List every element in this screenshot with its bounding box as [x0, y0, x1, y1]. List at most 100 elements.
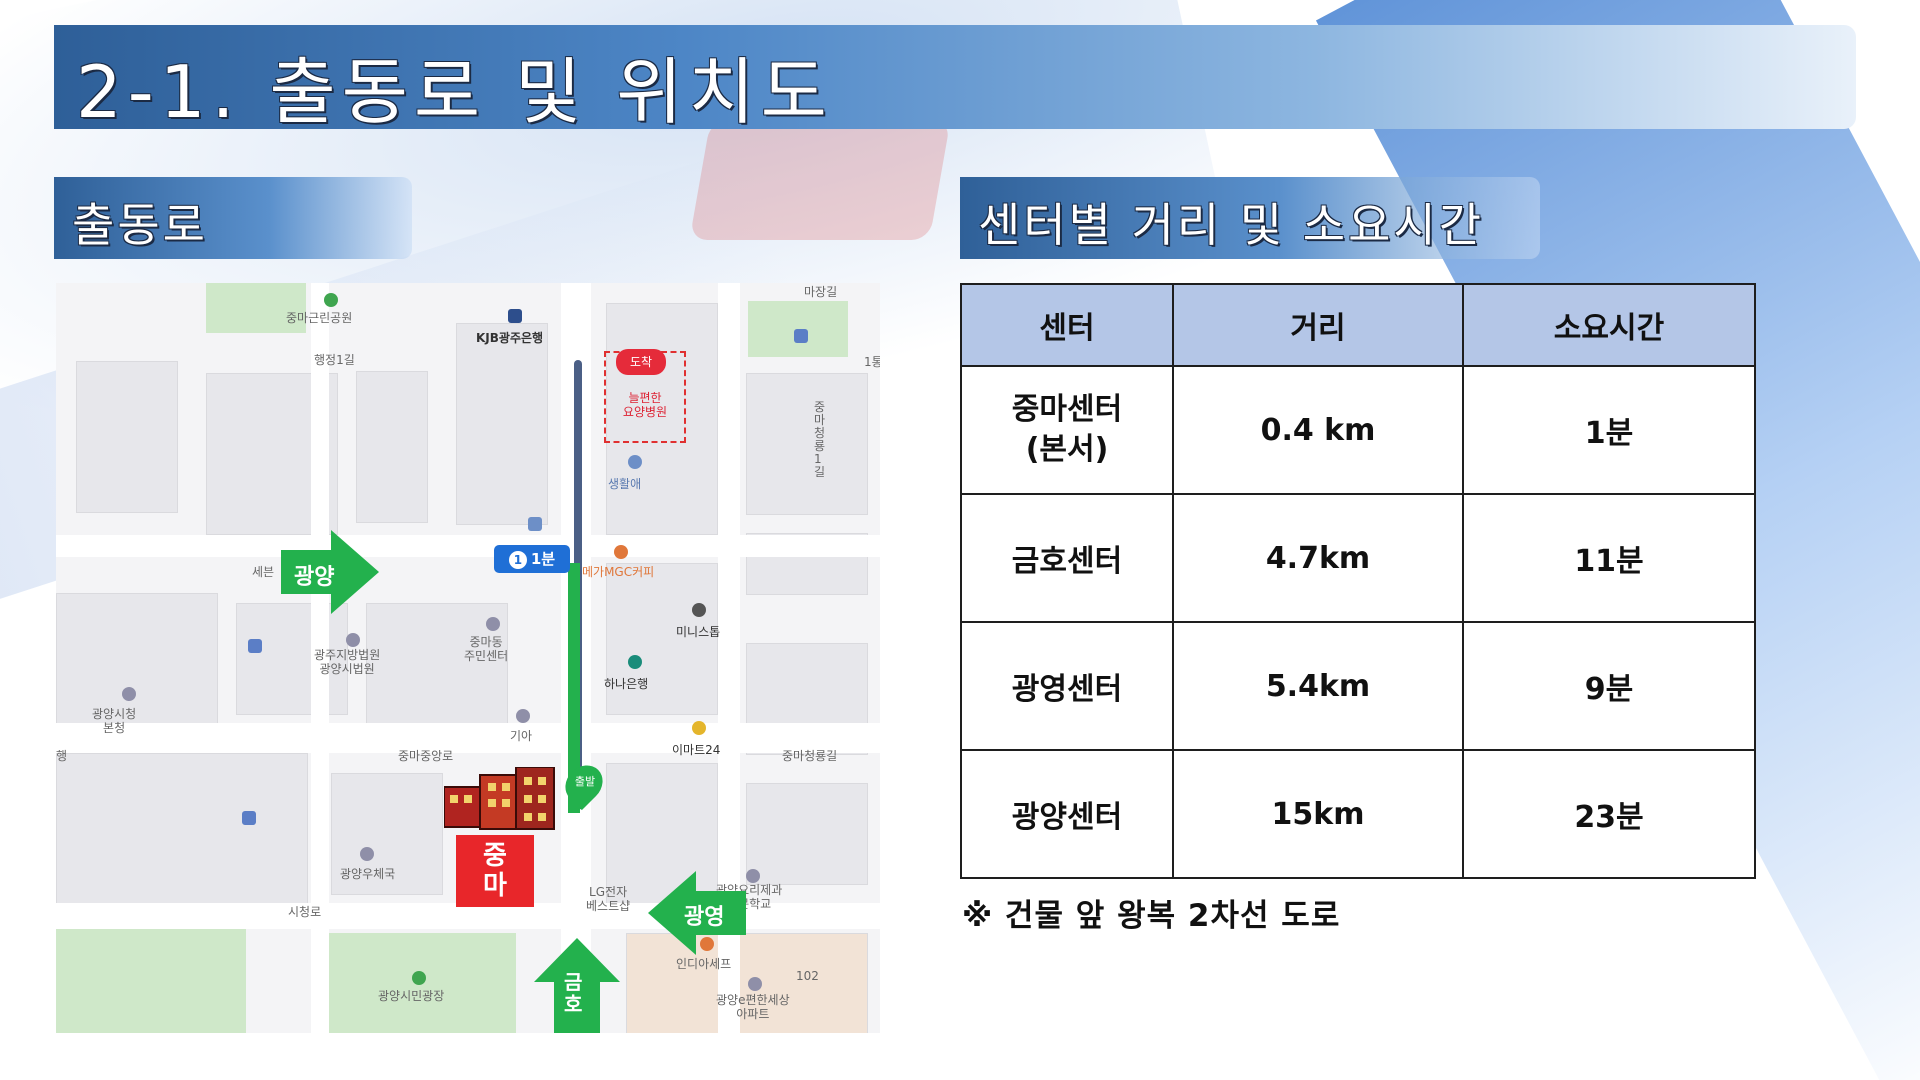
map-label-store: 세븐 [252, 565, 275, 579]
cityhall-icon [122, 687, 136, 701]
arrow-left-icon [648, 871, 746, 955]
map-label-shop: 기아 [510, 729, 533, 743]
route-map: 중마근린공원 KJB광주은행 행정1길 마장길 1통 중마청룡1길 생활애 메가… [56, 283, 880, 1033]
cell-time: 9분 [1462, 621, 1756, 751]
map-block [56, 753, 308, 905]
map-label-park: 중마근린공원 [286, 311, 353, 325]
map-road [718, 283, 740, 1033]
background-building-shape [689, 120, 951, 240]
restaurant-icon [700, 937, 714, 951]
map-block [236, 603, 348, 715]
map-block [626, 933, 868, 1033]
destination-pin: 도착 [616, 349, 666, 375]
map-park-area [206, 283, 306, 333]
cell-center: 중마센터 (본서) [960, 365, 1174, 495]
badge-number: 1 [508, 551, 527, 569]
store-icon [628, 455, 642, 469]
school-icon [746, 869, 760, 883]
car-icon [516, 709, 530, 723]
slide-title: 2-1. 출동로 및 위치도 [76, 50, 833, 134]
cell-time: 11분 [1462, 493, 1756, 623]
route-line-green [568, 563, 580, 813]
parking-icon [794, 329, 808, 343]
title-bar: 2-1. 출동로 및 위치도 [54, 25, 1856, 134]
cell-center: 광영센터 [960, 621, 1174, 751]
cell-distance: 4.7km [1172, 493, 1464, 623]
map-label-apartment-number: 102 [796, 969, 819, 983]
distance-table: 센터 거리 소요시간 중마센터 (본서) 0.4 km 1분 금호센터 4.7k… [960, 283, 1756, 879]
map-label-post: 광양우체국 [340, 867, 396, 881]
cell-time: 1분 [1462, 365, 1756, 495]
map-label-road: 중마중앙로 [398, 749, 454, 763]
store-icon [692, 603, 706, 617]
map-road [56, 535, 880, 557]
parking-icon [248, 639, 262, 653]
park-icon [324, 293, 338, 307]
map-label-restaurant: 인디아세프 [676, 957, 732, 971]
map-block [606, 763, 718, 915]
map-block [56, 593, 218, 725]
section-title-distance: 센터별 거리 및 소요시간 [978, 198, 1485, 252]
cell-distance: 15km [1172, 749, 1464, 879]
table-row: 중마센터 (본서) 0.4 km 1분 [960, 365, 1756, 495]
table-row: 광양센터 15km 23분 [960, 749, 1756, 879]
map-block [331, 773, 443, 895]
map-label-road: 행정1길 [314, 353, 355, 367]
header-time: 소요시간 [1462, 283, 1756, 367]
map-block [356, 371, 428, 523]
map-label-apartment: 광양e편한세상 아파트 [716, 993, 790, 1021]
map-label-plaza: 광양시민광장 [378, 989, 445, 1003]
map-label-store: 이마트24 [672, 743, 721, 757]
section-title-route: 출동로 [72, 198, 208, 252]
cell-time: 23분 [1462, 749, 1756, 879]
cafe-icon [614, 545, 628, 559]
map-label-road: 중마청룡1길 [814, 400, 826, 479]
map-label-store: 미니스톱 [676, 625, 721, 639]
cell-distance: 5.4km [1172, 621, 1464, 751]
section-header-route: 출동로 [54, 177, 412, 259]
travel-time-badge: 1 1분 [494, 545, 570, 573]
map-road [311, 283, 329, 1033]
bus-stop-icon [528, 517, 542, 531]
cell-distance: 0.4 km [1172, 365, 1464, 495]
convenience-icon [692, 721, 706, 735]
court-icon [346, 633, 360, 647]
destination-name: 늘편한 요양병원 [622, 391, 668, 419]
map-block [456, 323, 548, 525]
map-block [746, 783, 868, 885]
badge-time: 1분 [530, 550, 556, 568]
map-label-cityhall: 광양시청 본청 [92, 707, 137, 735]
map-block [76, 361, 178, 513]
fire-station-building-icon [444, 767, 555, 830]
apartment-icon [748, 977, 762, 991]
arrow-up-icon [534, 938, 620, 1033]
map-block [746, 373, 868, 515]
map-road [56, 723, 880, 753]
map-label-road: 마장길 [804, 285, 838, 299]
arrow-label-geumho: 금호 [564, 970, 583, 1016]
map-label-edge: 행 [56, 749, 68, 763]
bank-icon [628, 655, 642, 669]
map-label-store: 생활애 [608, 477, 642, 491]
map-label-court: 광주지방법원 광양시법원 [314, 648, 381, 676]
map-block [606, 563, 718, 715]
header-center: 센터 [960, 283, 1174, 367]
map-label-road: 1통 [864, 355, 880, 369]
arrow-label-gwangyang: 광양 [294, 565, 335, 590]
map-label-road: 시청로 [288, 905, 322, 919]
bank-icon [508, 309, 522, 323]
start-label: 출발 [574, 775, 596, 788]
post-icon [360, 847, 374, 861]
map-label-bank: KJB광주은행 [476, 331, 544, 345]
table-header-row: 센터 거리 소요시간 [960, 283, 1756, 367]
parking-icon [242, 811, 256, 825]
table-row: 금호센터 4.7km 11분 [960, 493, 1756, 623]
map-label-cafe: 메가MGC커피 [582, 565, 655, 579]
arrow-right-icon [281, 530, 379, 614]
park-icon [412, 971, 426, 985]
map-block [366, 603, 508, 745]
community-icon [486, 617, 500, 631]
road-note: ※ 건물 앞 왕복 2차선 도로 [962, 898, 1341, 934]
map-block [606, 303, 718, 535]
arrow-label-gwangyeong: 광영 [684, 905, 725, 930]
